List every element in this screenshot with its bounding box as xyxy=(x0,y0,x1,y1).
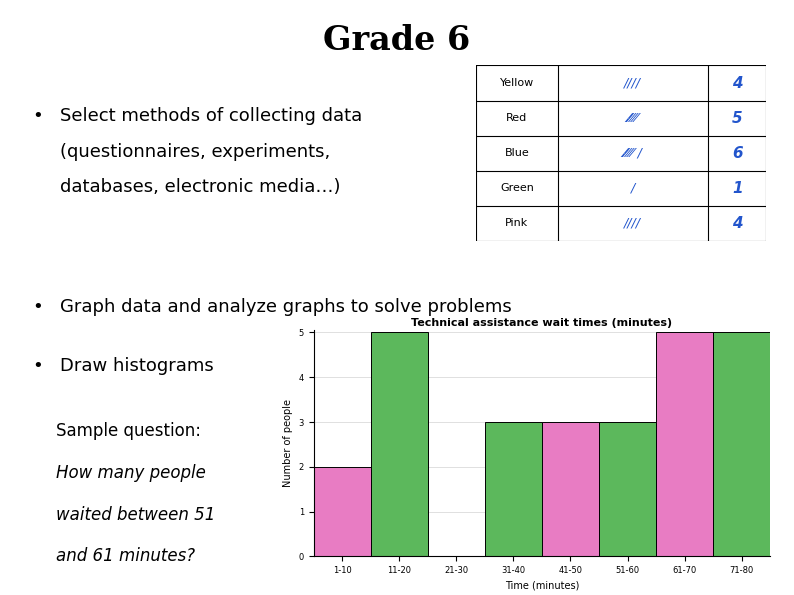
Text: Yellow: Yellow xyxy=(500,78,534,88)
Text: ⁄⁄⁄⁄⁄: ⁄⁄⁄⁄⁄ xyxy=(627,112,638,124)
Text: •: • xyxy=(32,107,43,125)
Bar xyxy=(599,422,656,556)
Bar xyxy=(314,467,371,556)
Text: How many people: How many people xyxy=(56,464,206,482)
Text: Blue: Blue xyxy=(505,148,530,158)
Text: Select methods of collecting data: Select methods of collecting data xyxy=(60,107,362,125)
Text: waited between 51: waited between 51 xyxy=(56,506,215,524)
Text: Draw histograms: Draw histograms xyxy=(60,357,214,375)
Text: 1: 1 xyxy=(732,181,742,196)
Text: Red: Red xyxy=(507,113,527,123)
Text: 6: 6 xyxy=(732,146,742,161)
Text: /: / xyxy=(630,182,635,195)
Text: (questionnaires, experiments,: (questionnaires, experiments, xyxy=(60,143,330,161)
Bar xyxy=(485,422,542,556)
Text: Green: Green xyxy=(500,183,534,193)
Text: •: • xyxy=(32,298,43,315)
Text: ⁄⁄⁄⁄⁄ /: ⁄⁄⁄⁄⁄ / xyxy=(623,147,642,159)
Bar xyxy=(542,422,599,556)
Text: Graph data and analyze graphs to solve problems: Graph data and analyze graphs to solve p… xyxy=(60,298,511,315)
Text: and 61 minutes?: and 61 minutes? xyxy=(56,547,195,565)
Text: Pink: Pink xyxy=(505,218,529,228)
Text: ////: //// xyxy=(624,77,642,89)
X-axis label: Time (minutes): Time (minutes) xyxy=(505,581,579,591)
Text: 4: 4 xyxy=(732,76,742,90)
Bar xyxy=(656,333,713,556)
Text: Sample question:: Sample question: xyxy=(56,422,201,440)
Text: ////: //// xyxy=(624,217,642,230)
Y-axis label: Number of people: Number of people xyxy=(283,399,293,487)
Text: Grade 6: Grade 6 xyxy=(323,24,471,57)
Title: Technical assistance wait times (minutes): Technical assistance wait times (minutes… xyxy=(411,318,673,328)
Text: •: • xyxy=(32,357,43,375)
Bar xyxy=(371,333,428,556)
Text: 4: 4 xyxy=(732,216,742,231)
Text: 5: 5 xyxy=(732,111,742,126)
Text: databases, electronic media…): databases, electronic media…) xyxy=(60,178,340,196)
Bar xyxy=(713,333,770,556)
